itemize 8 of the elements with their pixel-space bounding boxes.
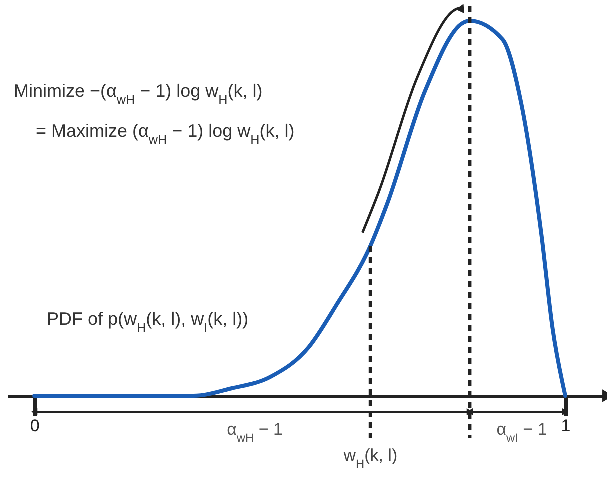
ref-line-label: w$_{H}$(k, l) — [342, 446, 398, 471]
x-tick-label: 0 — [30, 416, 40, 436]
annotation: = Maximize (α$_{wH}$ − 1) log w$_{H}$(k, l) — [36, 121, 295, 147]
text: α$_{wH}$ − 1 — [227, 420, 283, 445]
x-tick-label: 1 — [561, 416, 571, 436]
annotation: PDF of p(w$_{H}$(k, l), w$_{I}$(k, l)) — [47, 309, 249, 335]
text: α$_{wI}$ − 1 — [496, 420, 548, 445]
annotation: Minimize −(α$_{wH}$ − 1) log w$_{H}$(k, l) — [14, 81, 263, 107]
